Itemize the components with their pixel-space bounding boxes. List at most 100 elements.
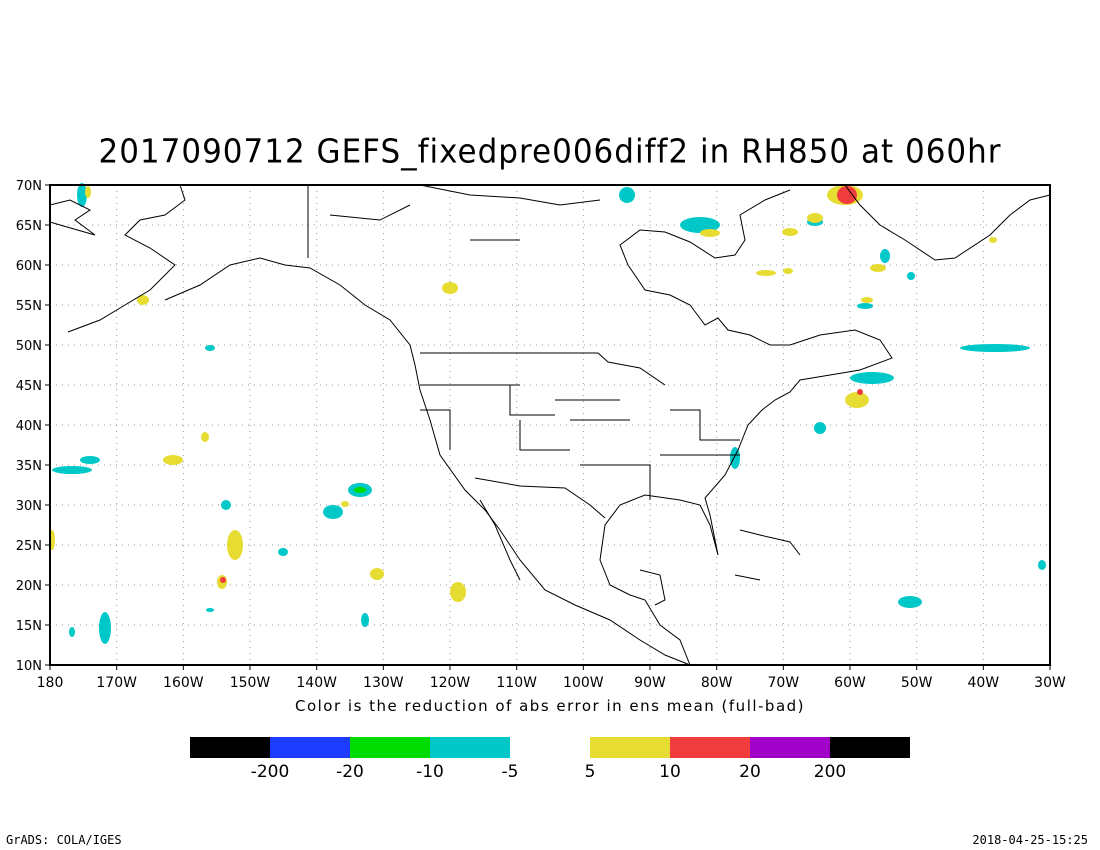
field-contour-y <box>870 264 886 272</box>
field-contour-c <box>857 303 873 309</box>
colorbar-label: -5 <box>502 762 519 782</box>
colorbar-swatch <box>270 737 350 758</box>
lat-tick-label: 20N <box>16 579 42 594</box>
lon-tick-label: 70W <box>767 675 799 691</box>
map-title: 2017090712 GEFS_fixedpre006diff2 in RH85… <box>98 133 1002 171</box>
colorbar-label: 10 <box>659 762 681 782</box>
colorbar-swatch <box>190 737 270 758</box>
field-contour-c <box>99 612 111 644</box>
shaded-field <box>49 183 1046 644</box>
lat-tick-label: 35N <box>16 459 42 474</box>
field-contour-c <box>361 613 369 627</box>
field-contour-c <box>221 500 231 510</box>
field-contour-y <box>137 295 149 305</box>
field-contour-y <box>756 270 776 276</box>
coastline <box>639 529 801 606</box>
coastline <box>329 184 601 241</box>
colorbar-label: -20 <box>336 762 364 782</box>
lon-tick-label: 40W <box>967 675 999 691</box>
lat-tick-label: 45N <box>16 379 42 394</box>
field-contour-c <box>80 456 100 464</box>
coastline <box>474 477 606 519</box>
colorbar-swatch <box>350 737 430 758</box>
coastlines <box>49 184 1051 666</box>
field-contour-c <box>814 422 826 434</box>
colorbar-swatch <box>430 737 510 758</box>
field-contour-y <box>85 186 91 198</box>
lat-tick-label: 30N <box>16 499 42 514</box>
lat-tick-label: 10N <box>16 659 42 674</box>
field-contour-r <box>220 577 226 583</box>
field-contour-c <box>69 627 75 637</box>
field-contour-c <box>907 272 915 280</box>
field-contour-c <box>77 183 87 207</box>
colorbar: -200 -20 -10 -5 5 10 20 200 <box>190 737 910 782</box>
lon-tick-label: 60W <box>834 675 866 691</box>
coastline <box>844 184 1051 261</box>
footer-credit: GrADS: COLA/IGES <box>6 833 122 847</box>
lon-tick-label: 180 <box>37 675 64 691</box>
lon-tick-label: 160W <box>163 675 204 691</box>
lat-tick-label: 70N <box>16 179 42 194</box>
field-contour-y <box>989 237 997 243</box>
lon-tick-label: 120W <box>430 675 471 691</box>
lat-tick-label: 25N <box>16 539 42 554</box>
lat-tick-label: 15N <box>16 619 42 634</box>
colorbar-label: 5 <box>585 762 596 782</box>
field-contour-c <box>880 249 890 263</box>
field-contour-y <box>201 432 209 442</box>
lon-tick-label: 110W <box>496 675 537 691</box>
field-contour-y <box>370 568 384 580</box>
field-contour-y <box>341 501 349 507</box>
field-contour-c <box>960 344 1030 352</box>
field-contour-y <box>227 530 243 560</box>
field-contour-c <box>205 345 215 351</box>
field-contour-y <box>450 582 466 602</box>
field-contour-r <box>837 186 857 204</box>
lon-tick-label: 170W <box>96 675 137 691</box>
field-contour-y <box>861 297 873 303</box>
coastline <box>420 384 740 500</box>
coastline <box>67 184 691 666</box>
coastline <box>479 499 521 581</box>
field-contour-c <box>619 187 635 203</box>
coastline <box>420 352 666 386</box>
lon-tick-label: 50W <box>901 675 933 691</box>
field-contour-c <box>1038 560 1046 570</box>
field-contour-c <box>206 608 214 612</box>
field-contour-g <box>354 487 366 493</box>
field-contour-y <box>807 213 823 223</box>
colorbar-label: -200 <box>251 762 290 782</box>
field-contour-c <box>323 505 343 519</box>
footer-timestamp: 2018-04-25-15:25 <box>972 833 1088 847</box>
lat-tick-label: 55N <box>16 299 42 314</box>
colorbar-swatch <box>750 737 830 758</box>
lon-tick-label: 140W <box>296 675 337 691</box>
x-axis-label: Color is the reduction of abs error in e… <box>294 697 806 715</box>
lat-tick-label: 60N <box>16 259 42 274</box>
field-contour-y <box>845 392 869 408</box>
colorbar-label: 200 <box>814 762 846 782</box>
field-contour-y <box>442 282 458 294</box>
colorbar-swatch <box>830 737 910 758</box>
field-contour-c <box>850 372 894 384</box>
coastline <box>599 189 893 666</box>
field-contour-y <box>783 268 793 274</box>
lon-tick-label: 150W <box>230 675 271 691</box>
lon-tick-label: 100W <box>563 675 604 691</box>
field-contour-c <box>730 447 740 469</box>
field-contour-c <box>278 548 288 556</box>
lon-tick-label: 90W <box>634 675 666 691</box>
colorbar-swatch <box>670 737 750 758</box>
lon-tick-label: 80W <box>701 675 733 691</box>
field-contour-y <box>700 229 720 237</box>
lon-tick-label: 30W <box>1034 675 1066 691</box>
lat-tick-label: 65N <box>16 219 42 234</box>
coastline <box>49 199 96 236</box>
colorbar-swatch <box>590 737 670 758</box>
lat-tick-label: 40N <box>16 419 42 434</box>
field-contour-y <box>163 455 183 465</box>
field-contour-y <box>782 228 798 236</box>
